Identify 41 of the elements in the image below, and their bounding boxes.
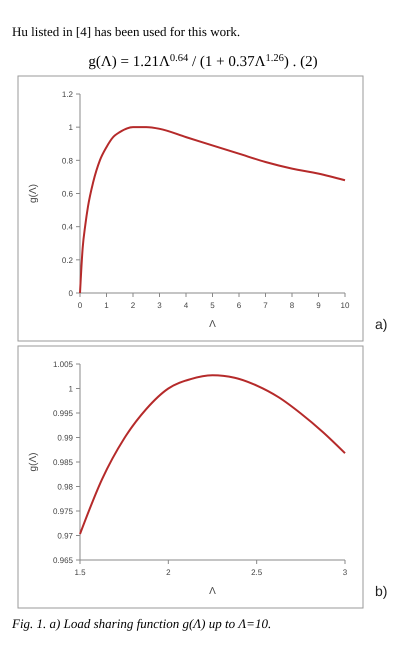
- x-tick-label: 4: [184, 301, 189, 310]
- x-tick-label: 0: [78, 301, 83, 310]
- y-tick-label: 1: [68, 123, 74, 132]
- text: g(Λ) = 1.21Λ$^{0.64}$ / (1 + 0.37Λ$^{1.26}$) . (2): [88, 52, 318, 70]
- x-tick-label: 6: [236, 301, 242, 310]
- x-tick-label: 5: [210, 301, 216, 310]
- y-tick-label: 1: [68, 384, 74, 394]
- x-tick-label: 1.5: [74, 568, 86, 577]
- x-axis-title: Λ: [209, 586, 216, 597]
- y-tick-label: 0.97: [57, 532, 74, 540]
- x-tick-label: 8: [290, 301, 295, 310]
- x-tick-label: 2: [130, 301, 136, 310]
- x-tick-label: 10: [340, 301, 350, 310]
- y-tick-label: 0.2: [62, 256, 74, 265]
- x-tick-label: 1: [104, 301, 110, 310]
- y-axis-title: g(Λ): [28, 184, 39, 203]
- y-tick-label: 1.005: [52, 360, 74, 369]
- y-tick-label: 0: [68, 289, 74, 298]
- y-tick-label: 0.995: [52, 409, 74, 418]
- y-tick-label: 0.99: [57, 434, 74, 442]
- line-series: [79, 374, 346, 536]
- y-tick-label: 0.975: [52, 507, 74, 516]
- y-tick-label: 0.8: [62, 156, 74, 166]
- caption: Fig. 1. a) Load sharing function g(Λ) up to Λ=10.: [11, 616, 272, 631]
- x-tick-label: 9: [316, 301, 322, 310]
- x-tick-label: 2.5: [251, 568, 263, 577]
- y-tick-label: 0.985: [52, 458, 74, 467]
- y-axis-title: g(Λ): [28, 452, 39, 472]
- y-tick-label: 0.98: [57, 482, 74, 492]
- x-axis-title: Λ: [209, 319, 216, 330]
- y-tick-label: 1.2: [62, 90, 74, 99]
- text: a): [375, 316, 388, 332]
- text: Hu listed in [4] has been used for this work.: [12, 24, 240, 39]
- text: b): [375, 583, 388, 599]
- x-tick-label: 3: [342, 568, 348, 577]
- y-tick-label: 0.4: [62, 222, 74, 232]
- y-tick-label: 0.6: [62, 190, 74, 198]
- x-tick-label: 7: [263, 301, 268, 310]
- y-tick-label: 0.965: [52, 556, 74, 565]
- x-tick-label: 2: [166, 568, 172, 577]
- x-tick-label: 3: [157, 301, 162, 310]
